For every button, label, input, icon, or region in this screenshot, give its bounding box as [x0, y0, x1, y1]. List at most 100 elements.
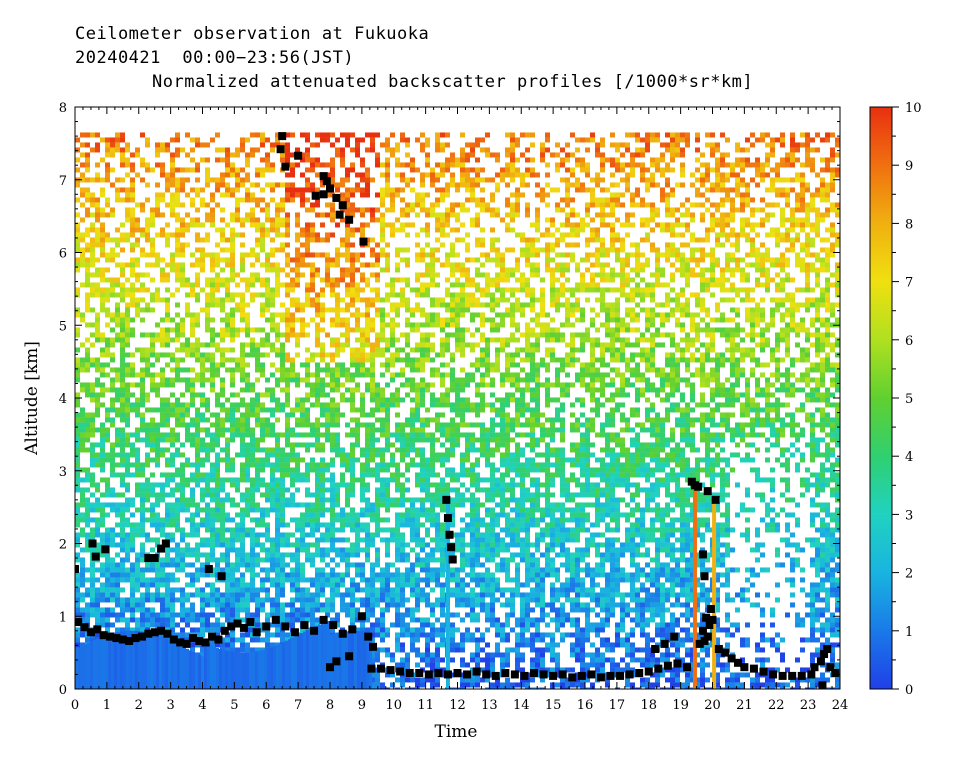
cloud-base-point [683, 663, 691, 672]
cloud-base-point [91, 552, 100, 561]
cloud-base-point [759, 667, 768, 676]
cloud-base-point [706, 604, 715, 613]
cloud-base-point [734, 658, 742, 667]
cloud-base-point [510, 670, 519, 679]
cloud-base-point [150, 628, 159, 637]
cloud-base-point [816, 657, 825, 666]
cloud-base-point [644, 667, 653, 676]
x-tick-label: 7 [294, 698, 302, 713]
cloud-base-point [596, 673, 605, 682]
x-tick-label: 18 [640, 698, 657, 713]
y-axis: 0 1 2 3 4 5 6 7 8 [59, 101, 840, 698]
cloud-base-point [271, 615, 280, 624]
cloud-base-point [635, 668, 644, 677]
colorbar-tick-label: 5 [905, 392, 913, 407]
x-tick-label: 19 [672, 698, 689, 713]
x-tick-label: 5 [230, 698, 238, 713]
cloud-base-point [357, 612, 366, 621]
cloud-base-point [338, 629, 347, 638]
cloud-base-point [281, 162, 290, 171]
cloud-base-point [549, 671, 558, 680]
cloud-base-point [797, 671, 806, 680]
cloud-base-point [300, 620, 309, 629]
cloud-base-point [539, 670, 548, 679]
cloud-base-point [359, 237, 368, 246]
cloud-base-point [625, 670, 634, 679]
cloud-base-point [714, 644, 723, 653]
cloud-base-point [217, 572, 226, 581]
cloud-base-point [161, 539, 170, 548]
x-axis: 0 1 2 3 4 5 6 7 8 9 10 11 12 13 14 15 16 17 18 19 20 21 22 23 24 [71, 107, 848, 713]
colorbar-tick-label: 1 [905, 625, 913, 640]
x-tick-label: 24 [832, 698, 849, 713]
cloud-base-point [501, 668, 510, 677]
cloud-base-point [386, 666, 395, 675]
plot-area [75, 107, 840, 689]
cloud-base-point [377, 664, 385, 673]
cloud-base-series [75, 132, 840, 689]
cloud-base-point [252, 628, 261, 637]
cloud-base-point [75, 564, 79, 573]
x-tick-label: 10 [385, 698, 402, 713]
cloud-base-point [233, 619, 242, 628]
cloud-base-point [112, 634, 121, 643]
cloud-base-point [294, 151, 303, 160]
colorbar-gradient [869, 106, 893, 690]
cloud-base-point [345, 215, 354, 224]
chart-title-line-3: Normalized attenuated backscatter profil… [152, 72, 754, 92]
cloud-base-point [157, 544, 166, 553]
cloud-base-point [338, 201, 347, 210]
cloud-base-point [826, 663, 835, 672]
cloud-base-point [195, 636, 204, 645]
x-tick-label: 17 [609, 698, 626, 713]
cloud-base-point [448, 555, 457, 564]
chart-title-line-2: 20240421 00:00−23:56(JST) [75, 48, 355, 68]
x-tick-label: 4 [198, 698, 206, 713]
cloud-base-point [369, 642, 378, 651]
colorbar-tick-label: 7 [905, 276, 913, 291]
cloud-base-point [831, 668, 840, 677]
y-tick-label: 2 [59, 538, 67, 553]
cloud-base-point [80, 623, 89, 632]
cloud-base-point [150, 554, 159, 563]
cloud-base-point [442, 495, 451, 504]
cloud-base-point [310, 626, 319, 635]
x-tick-label: 0 [71, 698, 79, 713]
cloud-base-point [654, 664, 663, 673]
x-tick-label: 20 [704, 698, 721, 713]
cloud-base-point [319, 172, 328, 181]
cloud-base-point [415, 668, 424, 677]
colorbar-tick-label: 9 [905, 159, 913, 174]
cloud-base-point [137, 632, 146, 641]
cloud-base-point [163, 629, 172, 638]
cloud-base-point [530, 668, 538, 677]
colorbar-tick-label: 6 [905, 334, 913, 349]
cloud-base-point [823, 644, 832, 653]
y-tick-label: 0 [59, 683, 67, 698]
cloud-base-point [520, 671, 529, 680]
cloud-base-point [463, 670, 472, 679]
cloud-base-point [443, 670, 452, 679]
cloud-base-point [322, 177, 331, 186]
cloud-base-point [262, 622, 271, 631]
x-tick-label: 8 [326, 698, 334, 713]
cloud-base-point [663, 661, 672, 670]
cloud-base-point [694, 482, 703, 491]
y-axis-label: Altitude [km] [22, 341, 42, 456]
cloud-base-point [364, 632, 373, 641]
cloud-base-point [708, 615, 717, 624]
cloud-base-point [246, 618, 255, 627]
backscatter-heatmap [75, 132, 840, 689]
cloud-base-point [443, 514, 452, 523]
cloud-base-point [332, 193, 341, 202]
cloud-base-point [769, 670, 778, 679]
cloud-base-point [698, 550, 707, 559]
y-tick-label: 5 [59, 319, 67, 334]
cloud-base-point [319, 190, 328, 199]
cloud-base-point [188, 634, 197, 643]
cloud-base-point [335, 210, 344, 219]
cloud-base-point [424, 670, 433, 679]
x-tick-label: 9 [358, 698, 366, 713]
cloud-base-point [705, 620, 714, 629]
cloud-base-point [616, 671, 625, 680]
